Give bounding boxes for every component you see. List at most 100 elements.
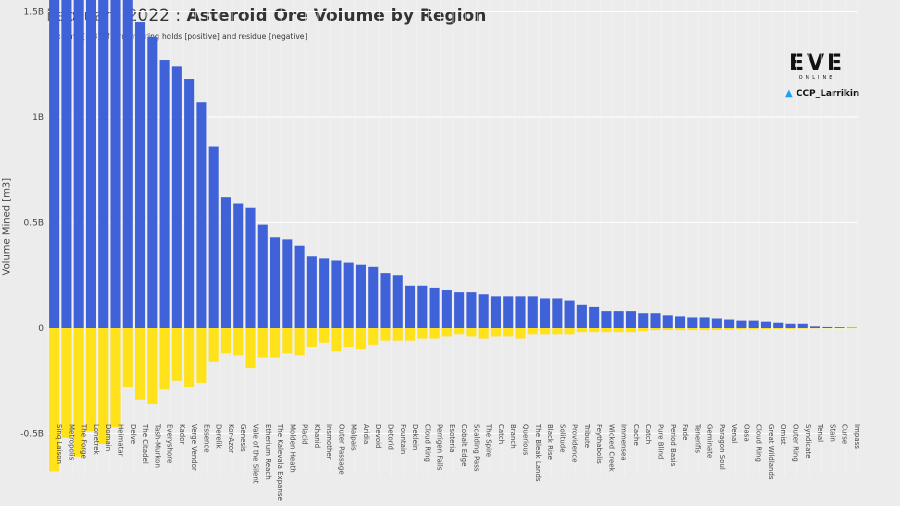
bar-negative[interactable]: [405, 328, 416, 341]
bar-positive[interactable]: [736, 320, 747, 328]
bar-negative[interactable]: [687, 328, 698, 331]
bar-negative[interactable]: [589, 328, 600, 333]
bar-negative[interactable]: [662, 328, 673, 331]
bar-negative[interactable]: [98, 328, 109, 445]
bar-negative[interactable]: [699, 328, 710, 331]
bar-positive[interactable]: [552, 298, 563, 328]
bar-negative[interactable]: [736, 328, 747, 330]
bar-negative[interactable]: [294, 328, 305, 356]
bar-negative[interactable]: [184, 328, 195, 388]
bar-positive[interactable]: [159, 60, 170, 328]
bar-negative[interactable]: [85, 328, 96, 432]
bar-positive[interactable]: [650, 313, 661, 328]
bar-positive[interactable]: [515, 296, 526, 328]
bar-negative[interactable]: [245, 328, 256, 369]
bar-positive[interactable]: [662, 315, 673, 328]
bar-positive[interactable]: [466, 292, 477, 328]
bar-positive[interactable]: [625, 311, 636, 328]
bar-positive[interactable]: [724, 319, 735, 328]
bar-negative[interactable]: [220, 328, 231, 354]
bar-negative[interactable]: [466, 328, 477, 337]
bar-negative[interactable]: [625, 328, 636, 333]
bar-positive[interactable]: [135, 22, 146, 329]
bar-positive[interactable]: [785, 323, 796, 328]
bar-positive[interactable]: [760, 321, 771, 328]
bar-negative[interactable]: [257, 328, 268, 358]
bar-negative[interactable]: [503, 328, 514, 337]
bar-negative[interactable]: [343, 328, 354, 347]
bar-negative[interactable]: [49, 328, 60, 472]
bar-positive[interactable]: [589, 306, 600, 328]
bar-positive[interactable]: [392, 275, 403, 328]
bar-negative[interactable]: [392, 328, 403, 341]
bar-positive[interactable]: [405, 285, 416, 328]
bar-negative[interactable]: [306, 328, 317, 347]
bar-positive[interactable]: [834, 327, 845, 328]
bar-positive[interactable]: [122, 0, 133, 328]
bar-negative[interactable]: [73, 328, 84, 457]
bar-positive[interactable]: [638, 313, 649, 328]
bar-negative[interactable]: [454, 328, 465, 335]
bar-positive[interactable]: [306, 256, 317, 328]
bar-negative[interactable]: [208, 328, 219, 362]
bar-negative[interactable]: [675, 328, 686, 331]
bar-negative[interactable]: [650, 328, 661, 331]
bar-positive[interactable]: [822, 326, 833, 328]
bar-positive[interactable]: [196, 102, 207, 328]
bar-negative[interactable]: [270, 328, 281, 358]
bar-positive[interactable]: [368, 266, 379, 328]
bar-positive[interactable]: [564, 300, 575, 328]
bar-negative[interactable]: [748, 328, 759, 330]
bar-positive[interactable]: [576, 304, 587, 328]
bar-positive[interactable]: [748, 320, 759, 328]
bar-negative[interactable]: [552, 328, 563, 335]
bar-negative[interactable]: [319, 328, 330, 343]
bar-positive[interactable]: [797, 323, 808, 328]
bar-positive[interactable]: [810, 326, 821, 328]
bar-positive[interactable]: [171, 66, 182, 329]
bar-negative[interactable]: [61, 328, 72, 438]
bar-negative[interactable]: [773, 328, 784, 329]
bar-negative[interactable]: [613, 328, 624, 333]
bar-positive[interactable]: [282, 239, 293, 328]
bar-positive[interactable]: [441, 290, 452, 328]
bar-negative[interactable]: [711, 328, 722, 331]
bar-negative[interactable]: [355, 328, 366, 350]
bar-positive[interactable]: [184, 79, 195, 329]
bar-positive[interactable]: [478, 294, 489, 328]
bar-negative[interactable]: [147, 328, 158, 404]
bar-negative[interactable]: [429, 328, 440, 339]
bar-positive[interactable]: [233, 203, 244, 328]
bar-negative[interactable]: [515, 328, 526, 339]
bar-negative[interactable]: [331, 328, 342, 352]
bar-positive[interactable]: [540, 298, 551, 328]
bar-negative[interactable]: [601, 328, 612, 333]
bar-negative[interactable]: [478, 328, 489, 339]
bar-positive[interactable]: [220, 197, 231, 328]
bar-positive[interactable]: [490, 296, 501, 328]
bar-positive[interactable]: [711, 318, 722, 328]
bar-positive[interactable]: [85, 0, 96, 328]
bar-positive[interactable]: [454, 292, 465, 328]
bar-positive[interactable]: [73, 0, 84, 329]
bar-negative[interactable]: [282, 328, 293, 354]
bar-negative[interactable]: [724, 328, 735, 330]
bar-negative[interactable]: [417, 328, 428, 339]
bar-negative[interactable]: [527, 328, 538, 335]
bar-positive[interactable]: [49, 0, 60, 329]
bar-positive[interactable]: [245, 207, 256, 328]
bar-positive[interactable]: [503, 296, 514, 328]
bar-negative[interactable]: [760, 328, 771, 330]
bar-positive[interactable]: [355, 264, 366, 328]
bar-negative[interactable]: [380, 328, 391, 341]
bar-negative[interactable]: [797, 328, 808, 329]
bar-positive[interactable]: [98, 0, 109, 328]
bar-positive[interactable]: [208, 146, 219, 328]
bar-negative[interactable]: [785, 328, 796, 329]
bar-negative[interactable]: [196, 328, 207, 383]
bar-positive[interactable]: [601, 311, 612, 328]
bar-positive[interactable]: [294, 245, 305, 328]
bar-positive[interactable]: [343, 262, 354, 328]
bar-negative[interactable]: [122, 328, 133, 388]
bar-negative[interactable]: [135, 328, 146, 400]
